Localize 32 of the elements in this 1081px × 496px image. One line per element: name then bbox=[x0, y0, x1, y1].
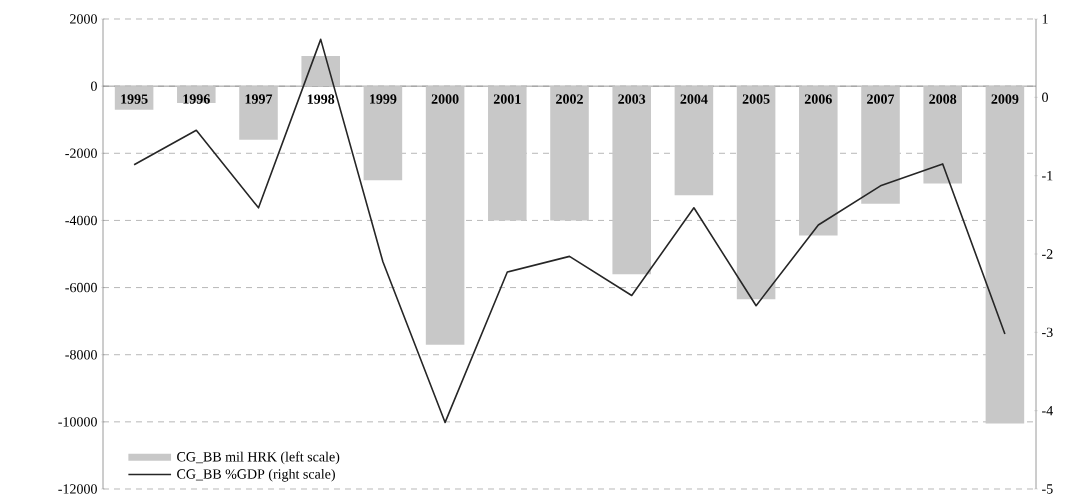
y2-tick-label: -3 bbox=[1042, 327, 1053, 338]
legend-label: CG_BB mil HRK (left scale) bbox=[177, 451, 340, 465]
x-tick-label: 2003 bbox=[618, 94, 646, 104]
y2-tick-label: -1 bbox=[1042, 171, 1053, 181]
x-tick-label: 1999 bbox=[370, 94, 397, 104]
y-tick-label: -10000 bbox=[58, 417, 97, 427]
x-tick-label: 2008 bbox=[929, 94, 957, 104]
y-tick-label: -8000 bbox=[65, 349, 97, 360]
y-tick-label: 2000 bbox=[70, 14, 97, 24]
x-tick-label: 1995 bbox=[121, 94, 148, 104]
x-tick-label: 1997 bbox=[245, 94, 273, 104]
y-tick-label: -4000 bbox=[65, 215, 97, 226]
y2-tick-label: -4 bbox=[1042, 406, 1053, 416]
y2-tick-label: 0 bbox=[1042, 92, 1048, 103]
x-tick-label: 2009 bbox=[991, 94, 1019, 104]
x-tick-label: 2001 bbox=[493, 94, 521, 104]
y-tick-label: 0 bbox=[91, 81, 97, 91]
y-tick-label: -6000 bbox=[65, 282, 97, 293]
x-tick-label: 2004 bbox=[680, 94, 708, 104]
x-tick-label: 2007 bbox=[867, 94, 895, 104]
x-tick-label: 2000 bbox=[431, 94, 459, 104]
y2-tick-label: -2 bbox=[1042, 249, 1053, 259]
y2-tick-label: 1 bbox=[1042, 14, 1048, 24]
y2-tick-label: -5 bbox=[1042, 484, 1053, 494]
x-tick-label: 1996 bbox=[183, 94, 210, 104]
y-tick-label: -2000 bbox=[65, 148, 97, 159]
x-tick-label: 2006 bbox=[804, 94, 832, 104]
x-tick-label: 2002 bbox=[556, 94, 583, 104]
x-tick-label: 2005 bbox=[742, 94, 770, 104]
x-tick-label: 1998 bbox=[307, 94, 335, 104]
legend-label: CG_BB %GDP (right scale) bbox=[177, 468, 335, 482]
y-tick-label: -12000 bbox=[58, 484, 97, 494]
